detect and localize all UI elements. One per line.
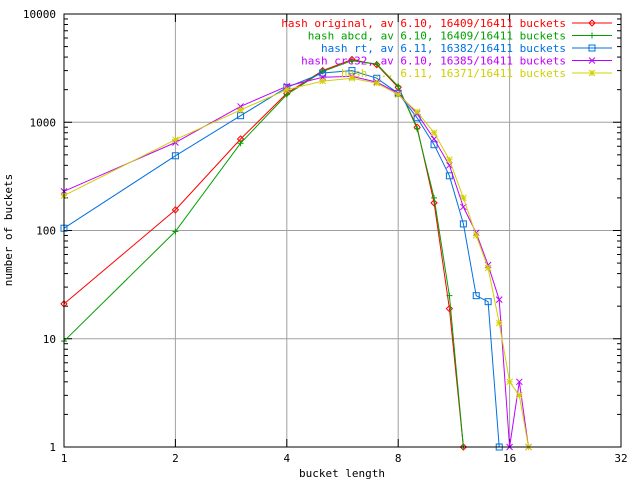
data-point bbox=[348, 67, 356, 75]
y-tick-label: 10000 bbox=[23, 8, 56, 21]
legend-entry-2: hash abcd, av 6.10, 16409/16411 buckets bbox=[308, 30, 612, 43]
y-tick-label: 1000 bbox=[30, 116, 57, 129]
data-point bbox=[472, 292, 480, 300]
legend-entry-3: hash rt, av 6.11, 16382/16411 buckets bbox=[321, 42, 612, 55]
data-point bbox=[484, 298, 492, 306]
data-point bbox=[283, 86, 291, 94]
y-tick-label: 1 bbox=[49, 441, 56, 454]
data-point bbox=[319, 69, 327, 77]
data-point bbox=[172, 228, 179, 235]
data-point bbox=[446, 156, 453, 164]
legend: hash original, av 6.10, 16409/16411 buck… bbox=[281, 17, 612, 80]
data-point bbox=[459, 220, 467, 228]
data-point bbox=[588, 57, 596, 64]
x-tick-label: 1 bbox=[61, 452, 68, 465]
series-line bbox=[63, 77, 529, 448]
data-point bbox=[237, 106, 244, 114]
legend-entry-1: hash original, av 6.10, 16409/16411 buck… bbox=[281, 17, 612, 30]
legend-label: hash original, av 6.10, 16409/16411 buck… bbox=[281, 17, 566, 30]
data-point bbox=[445, 304, 454, 313]
data-point bbox=[171, 152, 179, 160]
legend-label: hash crc32, av 6.10, 16385/16411 buckets bbox=[301, 55, 566, 68]
x-tick-label: 8 bbox=[395, 452, 402, 465]
data-point bbox=[171, 206, 180, 214]
data-point bbox=[460, 194, 467, 202]
series-line bbox=[63, 60, 464, 448]
data-point bbox=[348, 57, 355, 64]
data-point bbox=[373, 79, 381, 87]
y-axis-label: number of buckets bbox=[2, 174, 15, 287]
x-tick-label: 16 bbox=[503, 452, 516, 465]
data-point bbox=[515, 378, 523, 386]
tick-labels: 1 2 4 8 16 32 1 10 100 1000 10000 bbox=[23, 8, 628, 465]
data-point bbox=[430, 199, 438, 207]
data-point bbox=[348, 74, 356, 82]
legend-label: hash ... 6.11, 16371/16411 buckets bbox=[341, 67, 566, 80]
x-tick-label: 4 bbox=[283, 452, 290, 465]
x-axis-label: bucket length bbox=[299, 467, 385, 480]
data-point bbox=[172, 136, 179, 144]
x-tick-label: 32 bbox=[614, 452, 627, 465]
data-point bbox=[414, 125, 421, 132]
plot-frame bbox=[63, 13, 622, 448]
data-point bbox=[319, 77, 327, 85]
data-point bbox=[373, 61, 380, 68]
data-point bbox=[394, 91, 402, 98]
data-point bbox=[588, 69, 596, 77]
data-point bbox=[431, 194, 438, 201]
y-tick-label: 10 bbox=[43, 333, 56, 346]
data-point bbox=[515, 391, 523, 399]
data-point bbox=[237, 140, 244, 147]
legend-label: hash rt, av 6.11, 16382/16411 buckets bbox=[321, 42, 566, 55]
y-tick-label: 100 bbox=[36, 225, 56, 238]
x-tick-label: 2 bbox=[172, 452, 179, 465]
data-point bbox=[446, 161, 453, 169]
data-point bbox=[495, 319, 503, 327]
legend-entry-5: hash ... 6.11, 16371/16411 buckets bbox=[341, 67, 612, 80]
legend-label: hash abcd, av 6.10, 16409/16411 buckets bbox=[308, 30, 566, 43]
data-point bbox=[445, 172, 453, 180]
data-point bbox=[495, 296, 503, 303]
data-point bbox=[472, 232, 480, 239]
data-point bbox=[588, 44, 596, 52]
data-point bbox=[484, 264, 492, 272]
data-point bbox=[446, 292, 453, 299]
legend-entry-4: hash crc32, av 6.10, 16385/16411 buckets bbox=[301, 55, 612, 68]
data-point bbox=[430, 129, 438, 137]
series-layer bbox=[60, 55, 532, 451]
data-point bbox=[413, 108, 421, 116]
data-point bbox=[589, 32, 595, 39]
data-point bbox=[588, 19, 596, 27]
data-point bbox=[506, 378, 513, 386]
data-point bbox=[395, 83, 402, 90]
